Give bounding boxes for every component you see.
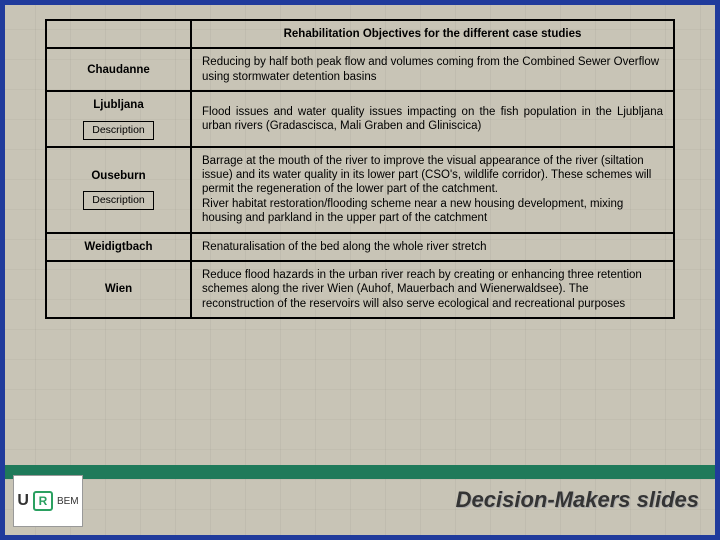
footer: U R BEM Decision-Makers slides — [5, 465, 715, 535]
case-study-name: Ouseburn — [57, 169, 180, 183]
logo-u: U — [17, 492, 29, 510]
case-study-name: Wien — [57, 282, 180, 296]
table-row: Ouseburn Description Barrage at the mouth … — [46, 147, 674, 233]
logo: U R BEM — [13, 475, 83, 527]
case-study-name-cell: Wien — [46, 261, 191, 318]
case-study-name-cell: Weidigtbach — [46, 233, 191, 261]
case-study-name: Ljubljana — [57, 98, 180, 112]
objective-cell: Renaturalisation of the bed along the wh… — [191, 233, 674, 261]
footer-title: Decision-Makers slides — [456, 487, 699, 513]
case-study-name-cell: Chaudanne — [46, 48, 191, 91]
description-box: Description — [83, 121, 154, 140]
table-header-title: Rehabilitation Objectives for the differ… — [191, 20, 674, 48]
slide-frame: Rehabilitation Objectives for the differ… — [0, 0, 720, 540]
logo-r: R — [33, 491, 53, 511]
logo-bem: BEM — [57, 496, 79, 507]
objective-cell: Reducing by half both peak flow and volu… — [191, 48, 674, 91]
table-row: Wien Reduce flood hazards in the urban ri… — [46, 261, 674, 318]
footer-green-bar — [5, 465, 715, 479]
table-row: Weidigtbach Renaturalisation of the bed a… — [46, 233, 674, 261]
content-area: Rehabilitation Objectives for the differ… — [5, 5, 715, 465]
objectives-table: Rehabilitation Objectives for the differ… — [45, 19, 675, 319]
table-row: Chaudanne Reducing by half both peak flow… — [46, 48, 674, 91]
table-row: Ljubljana Description Flood issues and wat… — [46, 91, 674, 147]
objective-cell: Barrage at the mouth of the river to imp… — [191, 147, 674, 233]
case-study-name-cell: Ljubljana Description — [46, 91, 191, 147]
case-study-name: Weidigtbach — [57, 240, 180, 254]
objective-cell: Flood issues and water quality issues im… — [191, 91, 674, 147]
case-study-name: Chaudanne — [57, 63, 180, 77]
case-study-name-cell: Ouseburn Description — [46, 147, 191, 233]
description-box: Description — [83, 191, 154, 210]
objective-cell: Reduce flood hazards in the urban river … — [191, 261, 674, 318]
table-header-empty — [46, 20, 191, 48]
table-header-row: Rehabilitation Objectives for the differ… — [46, 20, 674, 48]
